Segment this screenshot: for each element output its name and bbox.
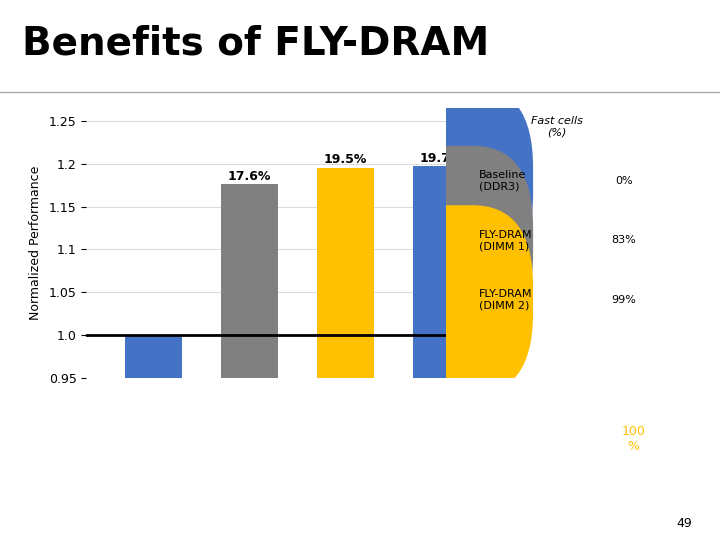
Bar bbox=[125, 335, 182, 540]
Text: FLY-DRAM
(DIMM 1): FLY-DRAM (DIMM 1) bbox=[479, 230, 532, 251]
Text: Baseline
(DDR3): Baseline (DDR3) bbox=[479, 170, 526, 192]
Text: 49: 49 bbox=[676, 517, 692, 530]
Text: 83%: 83% bbox=[611, 235, 636, 245]
Text: 99%: 99% bbox=[611, 295, 636, 305]
FancyBboxPatch shape bbox=[388, 86, 533, 275]
Text: 19.7%: 19.7% bbox=[420, 152, 463, 165]
Text: Benefits of FLY-DRAM: Benefits of FLY-DRAM bbox=[22, 25, 489, 63]
Y-axis label: Normalized Performance: Normalized Performance bbox=[29, 166, 42, 320]
Text: 17.6%: 17.6% bbox=[228, 170, 271, 183]
Text: Fast cells
(%): Fast cells (%) bbox=[531, 116, 583, 138]
Text: FLY-DRAM improves performance: FLY-DRAM improves performance bbox=[117, 422, 531, 442]
Bar bbox=[317, 168, 374, 540]
Text: FLY-DRAM
(DIMM 2): FLY-DRAM (DIMM 2) bbox=[479, 289, 532, 310]
FancyBboxPatch shape bbox=[388, 205, 533, 394]
FancyBboxPatch shape bbox=[388, 146, 533, 335]
Text: 0%: 0% bbox=[615, 176, 633, 186]
Text: 100
%: 100 % bbox=[621, 425, 646, 453]
Bar bbox=[413, 166, 470, 540]
Bar bbox=[221, 184, 279, 540]
Text: 19.5%: 19.5% bbox=[324, 153, 367, 166]
Text: by exploiting latency variation in DRAM: by exploiting latency variation in DRAM bbox=[75, 469, 573, 489]
